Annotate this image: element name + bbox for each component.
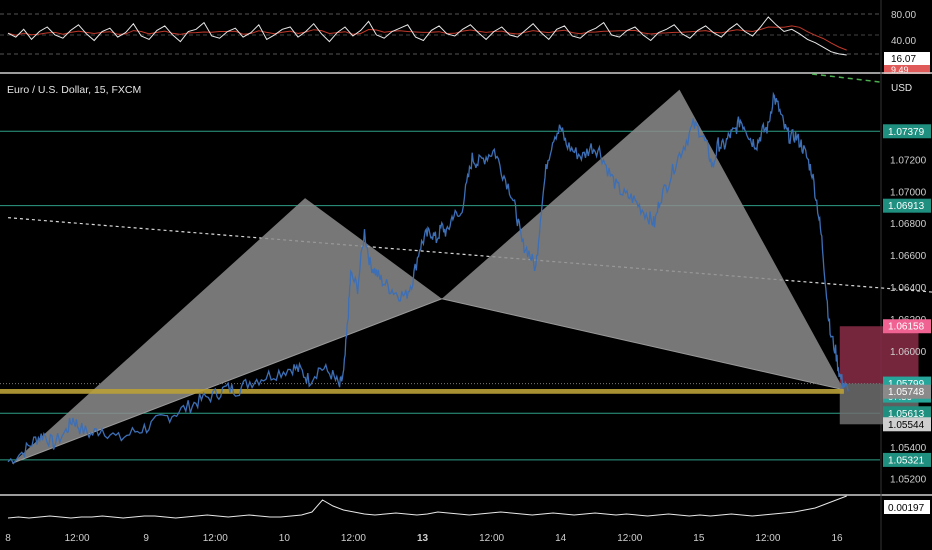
level-2-badge bbox=[883, 406, 931, 421]
price-tick-1: 1.07000 bbox=[890, 187, 927, 198]
time-tick-8: 14 bbox=[555, 533, 567, 544]
time-tick-0: 8 bbox=[5, 533, 11, 544]
target-price-label: 1.05544 bbox=[888, 420, 925, 431]
rsi-prev-label: 9.49 bbox=[891, 65, 909, 75]
rsi-moving-average bbox=[7, 25, 847, 51]
time-tick-3: 12:00 bbox=[203, 533, 228, 544]
price-tick-8: 1.05200 bbox=[890, 475, 927, 486]
time-tick-11: 12:00 bbox=[755, 533, 780, 544]
stop-loss-zone[interactable] bbox=[839, 326, 919, 384]
oscillator-value-label: 0.00197 bbox=[888, 503, 925, 514]
price-tick-7: 1.05400 bbox=[890, 443, 927, 454]
time-tick-9: 12:00 bbox=[617, 533, 642, 544]
price-panel[interactable]: Euro / U.S. Dollar, 15, FXCM USD 1.07200… bbox=[0, 73, 932, 486]
green-trendline-segment[interactable] bbox=[811, 73, 881, 83]
stop-price-label: 1.06158 bbox=[888, 322, 925, 333]
price-tick-4: 1.06400 bbox=[890, 283, 927, 294]
pattern-triangle-xab[interactable] bbox=[12, 198, 442, 464]
level-2-label: 1.05613 bbox=[888, 409, 925, 420]
symbol-title: Euro / U.S. Dollar, 15, FXCM bbox=[7, 84, 141, 96]
level-3-badge bbox=[883, 452, 931, 467]
pattern-triangle-bcd[interactable] bbox=[441, 89, 844, 390]
oscillator-panel[interactable]: 0.00197 bbox=[7, 495, 930, 519]
rsi-current-badge bbox=[884, 52, 930, 65]
level-3-label: 1.05321 bbox=[888, 455, 925, 466]
entry-price-badge bbox=[883, 384, 931, 399]
harmonic-pattern[interactable] bbox=[11, 89, 845, 464]
support-band[interactable] bbox=[0, 389, 844, 394]
price-level-labels: 1.07379 1.06913 1.05613 1.05321 1.06158 1.057… bbox=[883, 124, 931, 467]
rsi-line bbox=[7, 16, 847, 56]
oscillator-line bbox=[7, 495, 847, 519]
level-1-badge bbox=[883, 198, 931, 213]
pattern-xbd-line bbox=[11, 298, 845, 464]
price-tick-2: 1.06800 bbox=[890, 219, 927, 230]
time-tick-6: 13 bbox=[417, 533, 429, 544]
level-0-label: 1.07379 bbox=[888, 127, 925, 138]
time-axis[interactable]: 8 12:00 9 12:00 10 12:00 13 12:00 14 12:00 15 12:00… bbox=[5, 533, 843, 544]
level-0-badge bbox=[883, 124, 931, 139]
stop-price-badge bbox=[883, 319, 931, 334]
time-tick-1: 12:00 bbox=[65, 533, 90, 544]
oscillator-value-badge bbox=[884, 500, 930, 514]
rsi-panel[interactable]: 80.00 40.00 9.49 16.07 bbox=[0, 10, 930, 75]
time-tick-5: 12:00 bbox=[341, 533, 366, 544]
rsi-prev-badge bbox=[884, 64, 930, 74]
rsi-level-80-label: 80.00 bbox=[891, 10, 916, 21]
time-tick-12: 16 bbox=[831, 533, 843, 544]
time-tick-4: 10 bbox=[279, 533, 291, 544]
entry-price-label: 1.05748 bbox=[888, 387, 925, 398]
time-tick-2: 9 bbox=[143, 533, 149, 544]
current-price-label: 1.05799 bbox=[888, 379, 925, 390]
price-line bbox=[7, 91, 849, 465]
price-tick-0: 1.07200 bbox=[890, 155, 927, 166]
target-price-badge bbox=[883, 417, 931, 432]
time-tick-7: 12:00 bbox=[479, 533, 504, 544]
price-tick-3: 1.06600 bbox=[890, 251, 927, 262]
level-1-label: 1.06913 bbox=[888, 201, 925, 212]
time-tick-10: 15 bbox=[693, 533, 705, 544]
rsi-current-label: 16.07 bbox=[891, 54, 916, 65]
price-tick-6: 1.06000 bbox=[890, 347, 927, 358]
rsi-level-40-label: 40.00 bbox=[891, 36, 916, 47]
currency-label: USD bbox=[891, 83, 912, 94]
